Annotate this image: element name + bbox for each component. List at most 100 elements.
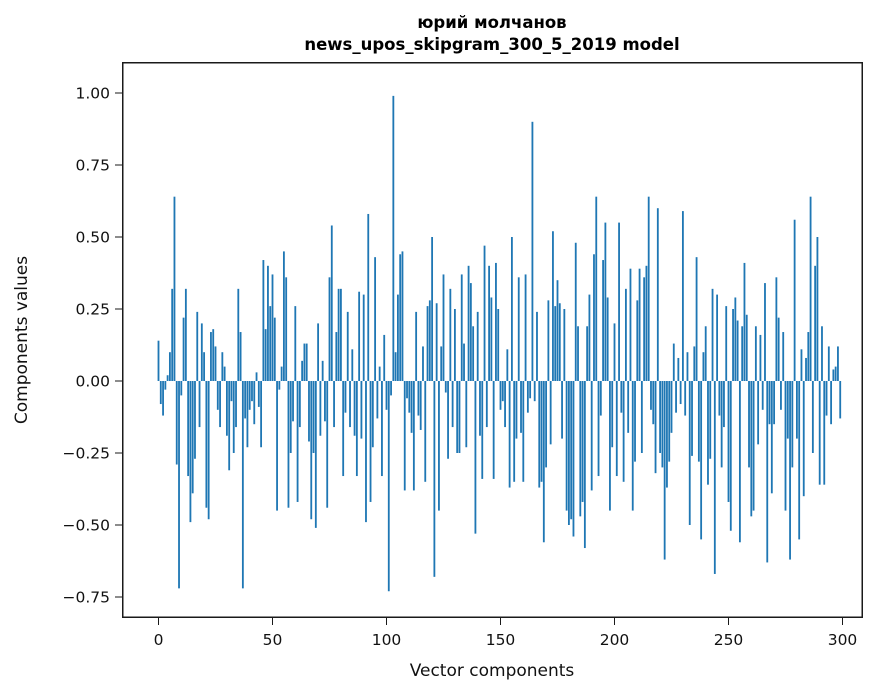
bar: [834, 366, 837, 381]
bar: [440, 346, 443, 381]
bar: [216, 381, 219, 410]
bar: [586, 326, 589, 381]
bar: [798, 381, 801, 540]
bar: [593, 254, 595, 381]
bar: [495, 262, 497, 381]
bar: [800, 349, 803, 381]
bar: [506, 349, 509, 381]
bar: [599, 381, 602, 416]
bar: [499, 381, 502, 410]
bar: [333, 381, 335, 428]
bar: [741, 326, 744, 381]
bar: [542, 381, 545, 543]
bar: [588, 294, 591, 381]
bar: [282, 251, 285, 381]
bar: [670, 381, 673, 433]
bar: [317, 323, 320, 381]
bar: [811, 381, 814, 453]
bar: [328, 277, 331, 381]
bar: [239, 332, 242, 381]
y-tick-label: 0.75: [75, 157, 110, 175]
bar: [579, 381, 582, 517]
bar: [510, 237, 513, 381]
bar: [558, 303, 561, 381]
bar: [314, 381, 317, 528]
bar: [759, 334, 762, 381]
bar: [677, 357, 680, 381]
bar: [789, 381, 791, 560]
bar: [365, 381, 367, 523]
y-tick-label: −0.75: [63, 589, 111, 607]
bar: [732, 309, 734, 381]
bar: [784, 381, 787, 511]
bar: [287, 381, 290, 508]
bar: [611, 381, 614, 448]
bar: [515, 381, 518, 439]
bar: [647, 196, 650, 381]
bar: [173, 196, 176, 381]
bar: [463, 343, 465, 381]
bar: [390, 381, 392, 396]
bar: [296, 381, 299, 502]
bar: [184, 288, 187, 381]
bar: [825, 381, 828, 416]
bar: [738, 381, 741, 543]
bar: [780, 381, 782, 410]
bar: [180, 381, 183, 396]
bar: [734, 297, 737, 381]
bar: [814, 265, 817, 381]
bar: [745, 314, 748, 381]
bar: [248, 381, 251, 410]
bar: [764, 283, 766, 381]
bar: [736, 320, 739, 381]
bar: [802, 381, 805, 497]
bar: [688, 381, 691, 525]
bar: [577, 326, 579, 381]
bar: [634, 381, 636, 462]
bar: [271, 274, 274, 381]
bar: [260, 381, 263, 448]
bar: [661, 381, 664, 468]
bar: [175, 381, 178, 465]
bar: [652, 381, 655, 425]
bar: [807, 332, 810, 381]
bar: [424, 381, 427, 482]
bar: [269, 306, 272, 381]
bar: [556, 280, 559, 381]
bar: [228, 381, 231, 471]
x-tick-label: 50: [263, 631, 283, 649]
bar: [748, 381, 750, 468]
bar: [381, 381, 383, 477]
bar: [656, 208, 659, 381]
bar: [636, 300, 639, 381]
x-axis-label: Vector components: [410, 661, 575, 681]
bar: [720, 381, 723, 468]
bar: [203, 352, 206, 381]
bar: [485, 381, 488, 428]
bar: [264, 329, 267, 381]
bar: [565, 381, 568, 511]
x-ticks-group: 0 50 100 150 200 250 300: [154, 618, 857, 649]
bar: [312, 381, 315, 453]
bar: [367, 213, 370, 381]
bar: [435, 303, 438, 381]
bar: [251, 381, 253, 402]
bar: [659, 381, 662, 453]
bar: [166, 375, 169, 381]
bar: [392, 95, 395, 381]
bar: [752, 381, 755, 511]
bar: [378, 366, 381, 381]
bar: [369, 381, 372, 502]
bar: [754, 326, 757, 381]
bar: [337, 288, 340, 381]
bar: [615, 381, 618, 477]
bar: [159, 381, 162, 405]
bar: [492, 381, 495, 479]
bar: [182, 317, 185, 381]
bar: [474, 381, 477, 534]
bar: [403, 381, 406, 491]
bar: [383, 334, 386, 381]
bar: [839, 381, 842, 419]
bar: [821, 326, 823, 381]
bar: [531, 121, 534, 382]
